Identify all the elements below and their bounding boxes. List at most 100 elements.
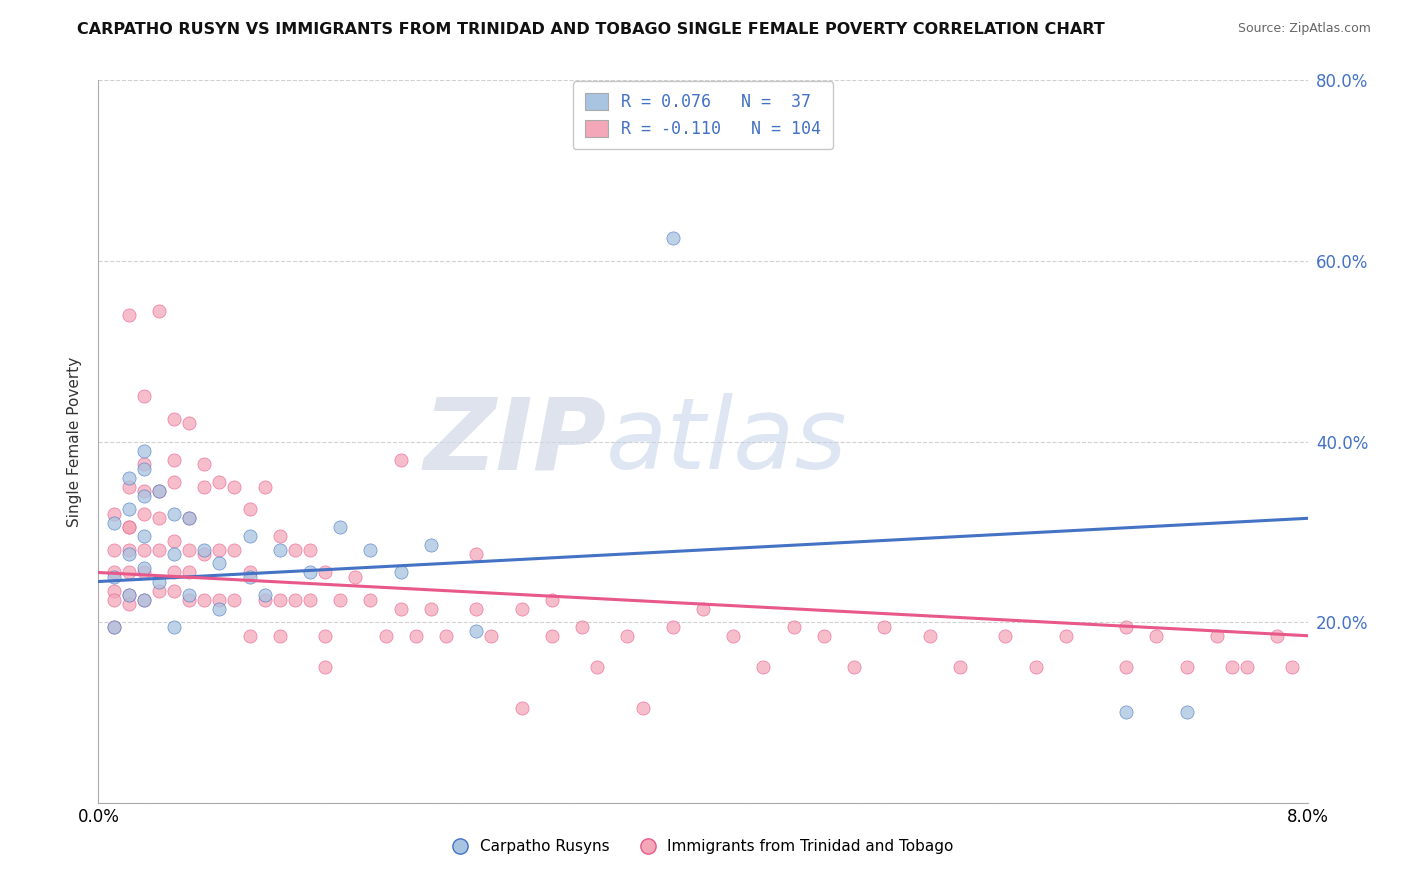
Point xyxy=(103,516,125,530)
Point xyxy=(1236,660,1258,674)
Point xyxy=(103,542,125,557)
Point xyxy=(253,592,276,607)
Point xyxy=(163,620,186,634)
Point xyxy=(1115,706,1137,720)
Point xyxy=(752,660,775,674)
Point xyxy=(239,629,262,643)
Point xyxy=(224,542,246,557)
Point xyxy=(239,502,262,516)
Point xyxy=(344,570,367,584)
Point xyxy=(873,620,896,634)
Point xyxy=(540,592,562,607)
Point xyxy=(208,601,231,615)
Point xyxy=(132,592,155,607)
Point xyxy=(918,629,941,643)
Point xyxy=(148,583,170,598)
Point xyxy=(661,231,683,245)
Point xyxy=(132,566,155,580)
Point xyxy=(299,592,322,607)
Point xyxy=(208,475,231,490)
Point xyxy=(314,629,336,643)
Point xyxy=(1175,706,1198,720)
Point xyxy=(148,484,170,499)
Point xyxy=(208,542,231,557)
Point xyxy=(193,457,215,471)
Point xyxy=(949,660,972,674)
Point xyxy=(193,592,215,607)
Point xyxy=(329,520,352,534)
Point xyxy=(465,548,488,562)
Point xyxy=(103,583,125,598)
Point xyxy=(405,629,427,643)
Point xyxy=(1175,660,1198,674)
Text: CARPATHO RUSYN VS IMMIGRANTS FROM TRINIDAD AND TOBAGO SINGLE FEMALE POVERTY CORR: CARPATHO RUSYN VS IMMIGRANTS FROM TRINID… xyxy=(77,22,1105,37)
Point xyxy=(118,542,141,557)
Point xyxy=(163,507,186,521)
Point xyxy=(723,629,745,643)
Point xyxy=(1115,620,1137,634)
Point xyxy=(103,55,125,70)
Point xyxy=(118,308,141,322)
Point xyxy=(510,601,533,615)
Point xyxy=(1115,660,1137,674)
Point xyxy=(284,542,307,557)
Point xyxy=(239,570,262,584)
Point xyxy=(844,660,866,674)
Point xyxy=(103,620,125,634)
Point xyxy=(692,601,714,615)
Point xyxy=(118,597,141,611)
Y-axis label: Single Female Poverty: Single Female Poverty xyxy=(67,357,83,526)
Point xyxy=(1146,629,1168,643)
Point xyxy=(148,574,170,589)
Point xyxy=(118,471,141,485)
Point xyxy=(1220,660,1243,674)
Point xyxy=(239,529,262,543)
Point xyxy=(163,452,186,467)
Point xyxy=(329,592,352,607)
Text: atlas: atlas xyxy=(606,393,848,490)
Point xyxy=(118,502,141,516)
Point xyxy=(179,417,201,431)
Point xyxy=(586,660,609,674)
Point xyxy=(631,701,654,715)
Point xyxy=(389,452,412,467)
Point xyxy=(193,548,215,562)
Point xyxy=(360,542,382,557)
Point xyxy=(163,412,186,426)
Legend: Carpatho Rusyns, Immigrants from Trinidad and Tobago: Carpatho Rusyns, Immigrants from Trinida… xyxy=(446,833,960,860)
Point xyxy=(193,542,215,557)
Point xyxy=(163,583,186,598)
Point xyxy=(103,592,125,607)
Point xyxy=(163,566,186,580)
Point xyxy=(148,303,170,318)
Point xyxy=(1206,629,1229,643)
Point xyxy=(163,548,186,562)
Point xyxy=(132,542,155,557)
Point xyxy=(571,620,593,634)
Text: Source: ZipAtlas.com: Source: ZipAtlas.com xyxy=(1237,22,1371,36)
Point xyxy=(813,629,835,643)
Point xyxy=(269,629,291,643)
Point xyxy=(118,566,141,580)
Point xyxy=(179,542,201,557)
Point xyxy=(314,660,336,674)
Point xyxy=(239,566,262,580)
Point xyxy=(148,511,170,525)
Point xyxy=(118,588,141,602)
Point xyxy=(132,457,155,471)
Point xyxy=(420,538,443,552)
Point xyxy=(224,592,246,607)
Point xyxy=(1281,660,1303,674)
Point xyxy=(103,570,125,584)
Point xyxy=(179,511,201,525)
Point xyxy=(224,480,246,494)
Point xyxy=(510,701,533,715)
Point xyxy=(103,620,125,634)
Point xyxy=(481,629,503,643)
Point xyxy=(434,629,457,643)
Point xyxy=(994,629,1017,643)
Point xyxy=(132,461,155,475)
Point xyxy=(148,484,170,499)
Point xyxy=(420,601,443,615)
Point xyxy=(314,566,336,580)
